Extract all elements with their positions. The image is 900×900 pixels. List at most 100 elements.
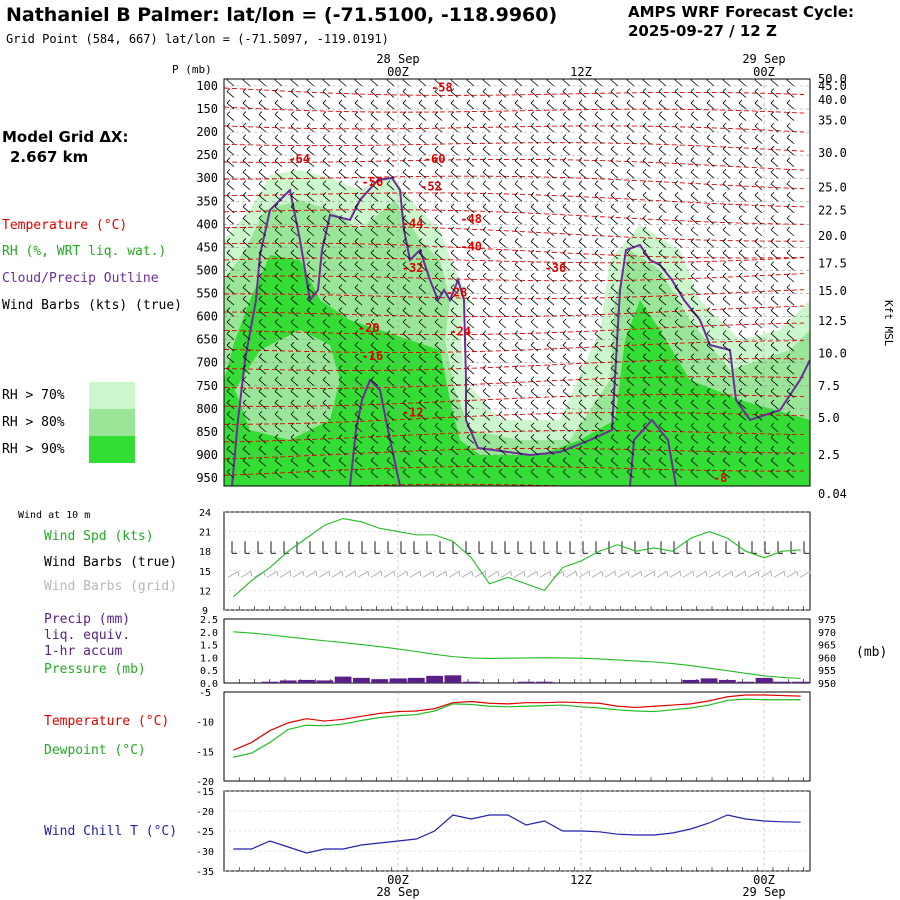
wind-barb: [770, 353, 779, 364]
wind-barb: [610, 411, 619, 421]
wind-barb: [610, 192, 619, 202]
wind-barb: [722, 330, 731, 340]
wind-barb: [610, 238, 619, 248]
wind-barb: [674, 203, 683, 214]
wind-barb: [770, 99, 779, 110]
wind-barb: [562, 434, 571, 444]
temperature-label: -36: [545, 261, 567, 275]
sfc-wind-barb-grid: [786, 571, 799, 578]
wind-barb: [754, 192, 763, 202]
wind-barb: [770, 192, 779, 202]
wind-barb: [578, 249, 587, 260]
wind-barb: [706, 284, 715, 294]
wind-barb: [642, 399, 651, 410]
wind-barb: [706, 330, 715, 340]
wind-barb: [754, 318, 763, 329]
wind-barb: [418, 445, 427, 456]
legend-swatch-rh90: [89, 436, 135, 463]
wind-barb: [482, 145, 491, 156]
wind-barb: [706, 295, 715, 306]
wind-barb: [498, 284, 507, 294]
wind-barb: [402, 307, 411, 317]
wind-barb: [450, 353, 459, 364]
wind-barb: [450, 318, 459, 329]
wind-barb: [530, 284, 539, 294]
wind-barb: [418, 399, 427, 410]
wind-barb: [546, 318, 555, 329]
wind-barb: [610, 422, 619, 433]
wind-barb: [242, 215, 251, 225]
wind-barb: [610, 203, 619, 214]
sfc-wind-barb-grid: [435, 571, 448, 578]
wind-barb: [610, 353, 619, 364]
wind-barb: [354, 261, 363, 271]
wind-barb: [242, 341, 251, 352]
windchill-tick-label: -25: [196, 827, 214, 838]
wind-barb: [626, 226, 635, 237]
wind-barbs-grid-label: Wind Barbs (grid): [44, 579, 178, 594]
wind-barb: [434, 226, 443, 237]
wind-barb: [722, 134, 731, 144]
wind-barb: [290, 192, 299, 202]
temperature-label: -16: [362, 349, 384, 363]
wind-barb: [594, 261, 603, 271]
top-date-right: 29 Sep: [742, 52, 785, 66]
precip-bar: [773, 681, 791, 683]
wind-barb: [370, 411, 379, 421]
wind-barb: [338, 215, 347, 225]
wind-barb: [514, 168, 523, 179]
wind-barb: [754, 99, 763, 110]
wind-barb: [290, 238, 299, 248]
wind-barb: [690, 226, 699, 237]
wind-barb: [786, 341, 795, 352]
wind-barb: [338, 180, 347, 191]
wind-barb: [770, 376, 779, 387]
wind-barb: [706, 388, 715, 398]
wind-barb: [498, 180, 507, 191]
wind-barb: [370, 238, 379, 248]
model-grid-label: Model Grid ΔX:: [2, 128, 129, 146]
wind-barb: [354, 88, 363, 98]
wind-barb: [514, 145, 523, 156]
wind-barb: [706, 457, 715, 467]
wind-barb: [258, 434, 267, 444]
wind-barb: [610, 341, 619, 352]
wind-barb: [754, 364, 763, 375]
wind-barb: [450, 468, 459, 479]
pressure-tick-label: 100: [196, 79, 218, 93]
wind-barb: [690, 434, 699, 444]
wind-speed-line: [232, 517, 801, 598]
wind-barb: [642, 272, 651, 283]
wind-barb: [610, 157, 619, 168]
wind-barb: [594, 318, 603, 329]
wind-barb: [450, 411, 459, 421]
wind-barb: [450, 249, 459, 260]
wind-barb: [498, 203, 507, 214]
wind-barb: [690, 376, 699, 387]
wind-barb: [258, 79, 267, 87]
height-tick-label: 40.0: [818, 93, 847, 107]
wind-barb: [546, 261, 555, 271]
wind-barb: [594, 353, 603, 364]
wind-barb: [418, 168, 427, 179]
wind-barb: [226, 226, 235, 237]
sfc-wind-barb-true: [257, 541, 263, 554]
wind-barb: [514, 330, 523, 340]
wind-barb: [338, 307, 347, 317]
wind-barb: [786, 226, 795, 237]
pressure-tick-label: 970: [818, 628, 836, 639]
pressure-tick-label: 900: [196, 448, 218, 462]
height-tick-label: 50.0: [818, 72, 847, 86]
wind-barb: [402, 111, 411, 121]
wind-barb: [626, 457, 635, 467]
wind-barb: [706, 238, 715, 248]
pressure-unit: (mb): [856, 645, 887, 660]
wind-barb: [498, 145, 507, 156]
wind-barb: [498, 457, 507, 467]
sfc-wind-barb-grid: [409, 571, 422, 578]
isotherm: [224, 358, 805, 371]
sfc-wind-barb-true: [270, 541, 276, 554]
pressure-tick-label: 150: [196, 102, 218, 116]
wind-barb: [370, 88, 379, 98]
wind-barb: [754, 180, 763, 191]
